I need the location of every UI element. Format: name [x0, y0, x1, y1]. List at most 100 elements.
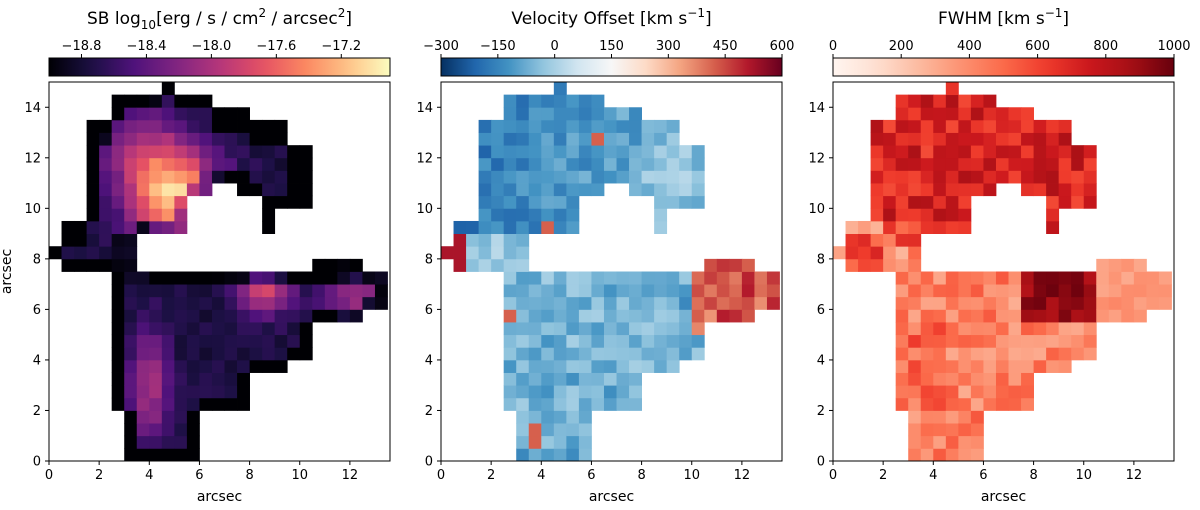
heatmap-cell [908, 107, 922, 121]
heatmap-cell [199, 183, 213, 197]
heatmap-cell [528, 372, 542, 386]
heatmap-cell [983, 170, 997, 184]
heatmap-cell [845, 233, 859, 247]
heatmap-cell [224, 334, 238, 348]
heatmap-cell [528, 385, 542, 399]
heatmap-cell [566, 145, 580, 159]
heatmap-cell [883, 170, 897, 184]
heatmap-cell [136, 397, 150, 411]
heatmap-cell [249, 145, 263, 159]
heatmap-cell [299, 145, 313, 159]
heatmap-cell [553, 220, 567, 234]
x-axis-label: arcsec [589, 489, 634, 505]
heatmap-cell [741, 296, 755, 310]
heatmap-cell [516, 410, 530, 424]
heatmap-cell [983, 284, 997, 298]
heatmap-cell [312, 296, 326, 310]
heatmap-cell [528, 296, 542, 310]
heatmap-cell [453, 246, 467, 260]
heatmap-cell [679, 195, 693, 209]
x-tick-label: 2 [879, 468, 887, 483]
heatmap-cell [136, 271, 150, 285]
heatmap-cell [312, 258, 326, 272]
heatmap-cell [895, 385, 909, 399]
heatmap-cell [591, 271, 605, 285]
heatmap-cell [186, 435, 200, 449]
heatmap-cell [186, 145, 200, 159]
heatmap-cell [124, 107, 138, 121]
heatmap-cell [970, 410, 984, 424]
heatmap-cell [199, 397, 213, 411]
heatmap-cell [124, 309, 138, 323]
heatmap-cell [237, 397, 250, 411]
heatmap-cell [362, 271, 376, 285]
heatmap-cell [578, 170, 592, 184]
y-tick-label: 12 [24, 151, 41, 166]
heatmap-cell [149, 145, 163, 159]
heatmap-cell [933, 94, 947, 108]
heatmap-cell [666, 132, 680, 146]
heatmap-cell [603, 309, 617, 323]
heatmap-cell [553, 410, 567, 424]
heatmap-cell [337, 258, 351, 272]
heatmap-cell [478, 220, 492, 234]
heatmap-cell [503, 208, 517, 222]
heatmap-cell [920, 423, 934, 437]
heatmap-cell [870, 195, 884, 209]
heatmap-cell [591, 170, 605, 184]
heatmap-cell [99, 208, 113, 222]
heatmap-cell [274, 271, 288, 285]
heatmap-cell [920, 145, 934, 159]
heatmap-cell [908, 284, 922, 298]
heatmap-cell [237, 372, 250, 386]
heatmap-cell [908, 94, 922, 108]
heatmap-cell [528, 157, 542, 171]
heatmap-cell [516, 195, 530, 209]
heatmap-cell [516, 94, 530, 108]
heatmap-cell [895, 284, 909, 298]
heatmap-cell [111, 94, 125, 108]
heatmap-cell [211, 322, 225, 336]
heatmap-cell [1058, 347, 1072, 361]
heatmap-cell [299, 195, 313, 209]
heatmap-cell [1071, 334, 1085, 348]
x-tick-label: 10 [291, 468, 308, 483]
heatmap-cell [1058, 119, 1072, 133]
heatmap-cell [883, 233, 897, 247]
heatmap-cell [174, 423, 188, 437]
y-tick-label: 14 [808, 101, 825, 116]
heatmap-cell [337, 271, 351, 285]
heatmap-cell [578, 322, 592, 336]
heatmap-cell [716, 284, 730, 298]
heatmap-cell [541, 397, 555, 411]
heatmap-cell [654, 271, 668, 285]
heatmap-cell [970, 347, 984, 361]
heatmap-cell [1046, 359, 1060, 373]
heatmap-cell [174, 183, 188, 197]
heatmap-cell [503, 220, 517, 234]
heatmap-cell [629, 183, 642, 197]
heatmap-cell [149, 423, 163, 437]
heatmap-cell [1133, 284, 1147, 298]
heatmap-cell [516, 271, 530, 285]
heatmap-cell [111, 107, 125, 121]
heatmap-cell [641, 309, 655, 323]
heatmap-cell [186, 107, 200, 121]
heatmap-cell [933, 410, 947, 424]
heatmap-cell [679, 170, 693, 184]
heatmap-cell [161, 372, 175, 386]
heatmap-cell [528, 220, 542, 234]
heatmap-cell [553, 322, 567, 336]
heatmap-cell [211, 309, 225, 323]
colorbar-tick-label: 0 [551, 39, 559, 54]
heatmap-cell [666, 183, 680, 197]
heatmap-cell [641, 296, 655, 310]
axes-frame [832, 81, 1175, 462]
heatmap-cell [1121, 296, 1135, 310]
heatmap-cell [466, 233, 480, 247]
heatmap-cell [895, 183, 909, 197]
heatmap-cell [995, 309, 1009, 323]
heatmap-cell [908, 397, 922, 411]
heatmap-cell [516, 119, 530, 133]
x-tick-label: 0 [437, 468, 445, 483]
